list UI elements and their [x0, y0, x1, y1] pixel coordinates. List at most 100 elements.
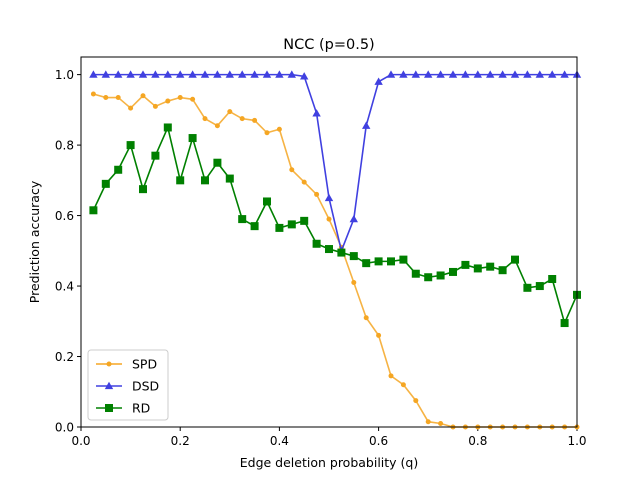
spd-point	[177, 95, 183, 101]
rd-point	[523, 283, 532, 292]
dsd-point	[238, 70, 247, 78]
dsd-point	[510, 70, 520, 78]
dsd-point	[486, 70, 495, 78]
x-axis-label: Edge deletion probability (q)	[240, 455, 419, 470]
rd-point	[287, 220, 296, 229]
series-rd	[89, 123, 581, 328]
rd-point	[374, 257, 383, 266]
rd-point	[163, 123, 172, 132]
y-axis-label: Prediction accuracy	[27, 180, 42, 303]
dsd-point	[275, 70, 284, 78]
dsd-point	[114, 70, 123, 78]
x-tick-label: 0.6	[369, 434, 388, 448]
dsd-point	[448, 70, 458, 78]
dsd-point	[262, 70, 272, 78]
rd-point	[114, 165, 123, 174]
rd-point	[349, 252, 358, 261]
rd-point	[151, 151, 160, 160]
rd-point	[89, 206, 98, 215]
legend-marker-rd	[105, 404, 113, 412]
spd-point	[400, 382, 406, 388]
rd-point	[337, 248, 346, 257]
dsd-point	[535, 70, 544, 78]
dsd-point	[548, 70, 557, 78]
spd-point	[314, 191, 320, 197]
rd-point	[312, 239, 321, 248]
rd-point	[461, 260, 470, 269]
rd-point	[560, 319, 569, 328]
dsd-point	[349, 214, 358, 223]
spd-point	[214, 123, 220, 129]
x-tick-label: 0.0	[71, 434, 90, 448]
spd-point	[202, 116, 208, 122]
rd-point	[300, 216, 309, 225]
dsd-point	[461, 70, 470, 78]
rd-point	[275, 223, 284, 232]
rd-line	[92, 124, 578, 326]
rd-point	[399, 255, 408, 264]
plot-frame	[80, 56, 578, 428]
dsd-point	[560, 70, 569, 78]
spd-point	[351, 280, 357, 286]
spd-point	[264, 130, 270, 136]
rd-point	[201, 176, 209, 185]
y-tick-label: 0.6	[55, 209, 74, 223]
dsd-point	[399, 70, 408, 78]
dsd-point	[362, 121, 371, 129]
dsd-point	[126, 70, 135, 78]
rd-point	[486, 262, 495, 271]
dsd-point	[200, 70, 210, 78]
dsd-point	[523, 70, 532, 78]
rd-point	[535, 282, 544, 291]
dsd-point	[151, 70, 160, 78]
spd-point	[239, 116, 245, 122]
legend-marker-spd	[106, 361, 112, 367]
x-tick-label: 1.0	[567, 434, 586, 448]
rd-point	[362, 259, 371, 268]
spd-point	[115, 95, 121, 101]
spd-point	[165, 98, 171, 104]
spd-point	[252, 117, 258, 123]
spd-point	[140, 93, 146, 99]
dsd-point	[436, 70, 445, 78]
legend-marker-dsd	[104, 381, 114, 390]
y-tick-label: 0.2	[55, 350, 74, 364]
dsd-point	[300, 72, 309, 80]
rd-point	[126, 141, 135, 150]
dsd-point	[138, 70, 148, 78]
axis-ticks: 0.0 0.2 0.4 0.6 0.8 1.0 0.0 0.2 0.4 0.6 0.8 1.0	[55, 68, 587, 448]
rd-point	[213, 158, 222, 167]
dsd-point	[89, 70, 98, 78]
dsd-point	[250, 70, 259, 78]
spd-point	[376, 332, 382, 338]
rd-point	[325, 245, 333, 254]
legend: SPD DSD RD	[87, 349, 169, 421]
x-tick-label: 0.8	[468, 434, 487, 448]
dsd-point	[287, 70, 296, 78]
rd-point	[101, 179, 110, 188]
spd-point	[227, 109, 233, 115]
y-tick-label: 1.0	[55, 68, 74, 82]
rd-point	[188, 134, 197, 143]
rd-point	[424, 273, 433, 282]
rd-point	[473, 264, 482, 273]
dsd-point	[176, 70, 185, 78]
dsd-point	[213, 70, 222, 78]
spd-point	[363, 315, 369, 321]
plot-series	[89, 70, 582, 430]
dsd-point	[188, 70, 197, 78]
chart-title: NCC (p=0.5)	[283, 37, 374, 53]
dsd-point	[101, 70, 110, 78]
rd-point	[449, 267, 457, 276]
rd-point	[511, 255, 519, 264]
rd-point	[176, 176, 185, 185]
spd-point	[103, 95, 109, 101]
spd-point	[388, 373, 394, 379]
dsd-point	[324, 193, 334, 202]
spd-point	[413, 398, 419, 404]
rd-point	[238, 215, 247, 224]
y-tick-label: 0.0	[55, 421, 74, 435]
spd-point	[425, 419, 431, 425]
dsd-line	[93, 73, 577, 254]
rd-point	[411, 269, 420, 278]
